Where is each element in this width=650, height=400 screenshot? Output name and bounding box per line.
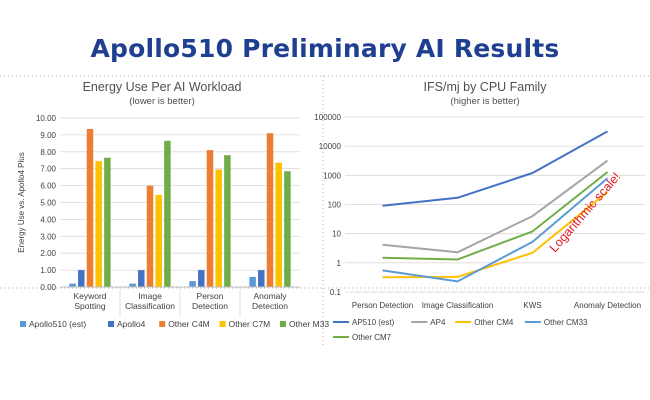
bar-x-tick-label: Classification: [125, 301, 175, 311]
bar-legend-swatch: [159, 321, 166, 327]
line-y-tick-label: 1000: [323, 171, 341, 180]
bar: [215, 169, 222, 287]
line-x-tick-label: Person Detection: [352, 301, 413, 310]
line-legend-label: Other CM7: [352, 333, 392, 342]
energy-bar-chart: Energy Use Per AI Workload (lower is bett…: [17, 80, 329, 329]
line-x-tick-label: KWS: [523, 301, 541, 310]
line-series: [382, 159, 609, 254]
bar: [266, 133, 274, 287]
line-y-tick-label: 100: [328, 201, 342, 210]
bar-y-tick-label: 4.00: [40, 215, 56, 224]
bar: [189, 281, 196, 287]
bar-y-tick-label: 5.00: [40, 199, 56, 208]
bar: [249, 276, 256, 287]
bar: [104, 157, 111, 287]
bar-y-axis-label: Energy Use vs. Apollo4 Plus: [17, 152, 26, 253]
bar: [95, 161, 102, 287]
bar-y-tick-label: 1.00: [40, 266, 56, 275]
bar: [198, 270, 205, 287]
line-legend-label: AP4: [430, 318, 446, 327]
bar-x-tick-label: Keyword: [73, 291, 106, 301]
line-y-tick-label: 10000: [319, 142, 342, 151]
bar: [69, 283, 76, 287]
bar-legend-label: Other C7M: [229, 319, 271, 329]
line-series: [382, 177, 609, 283]
bar-x-tick-label: Image: [138, 291, 162, 301]
line-legend-label: Other CM33: [544, 318, 588, 327]
bar: [86, 128, 94, 287]
line-y-tick-label: 1: [337, 259, 342, 268]
bar: [258, 270, 265, 287]
bar-legend-label: Other C4M: [168, 319, 210, 329]
line-y-tick-label: 100000: [314, 113, 341, 122]
bar-y-tick-label: 0.00: [40, 283, 56, 292]
bar: [155, 194, 162, 287]
bar: [129, 283, 136, 287]
line-chart-subtitle: (higher is better): [450, 96, 519, 107]
log-scale-annotation: Logarithmic scale!: [547, 170, 624, 255]
bar-y-tick-label: 8.00: [40, 148, 56, 157]
line-series: [382, 191, 609, 279]
bar: [275, 162, 282, 287]
line-series: [382, 171, 609, 261]
bar: [206, 150, 214, 287]
bar-x-tick-label: Detection: [252, 301, 288, 311]
bar-y-tick-label: 6.00: [40, 182, 56, 191]
bar-y-tick-label: 9.00: [40, 131, 56, 140]
line-series: [382, 130, 608, 207]
bar: [138, 270, 145, 287]
bar-legend-label: Apollo4: [117, 319, 146, 329]
bar-chart-title: Energy Use Per AI Workload: [83, 80, 242, 94]
bar-x-tick-label: Person: [197, 291, 224, 301]
bar: [224, 155, 231, 287]
bar-legend-swatch: [108, 321, 114, 327]
bar-x-tick-label: Detection: [192, 301, 228, 311]
line-legend-label: AP510 (est): [352, 318, 395, 327]
bar-legend-swatch: [219, 321, 226, 327]
line-y-tick-label: 0.1: [330, 288, 342, 297]
bar: [78, 270, 85, 287]
line-x-tick-label: Anomaly Detection: [574, 301, 641, 310]
slide-title: Apollo510 Preliminary AI Results: [90, 34, 560, 63]
bar-legend-swatch: [280, 321, 286, 327]
bar-y-tick-label: 7.00: [40, 165, 56, 174]
bar-legend-label: Apollo510 (est): [29, 319, 86, 329]
bar: [164, 140, 171, 287]
bar-y-tick-label: 10.00: [36, 114, 57, 123]
line-y-tick-label: 10: [332, 230, 341, 239]
bar: [284, 171, 291, 287]
line-legend-label: Other CM4: [474, 318, 514, 327]
bar: [146, 185, 154, 287]
bar-legend-label: Other M33: [289, 319, 329, 329]
bar-chart-subtitle: (lower is better): [129, 96, 194, 107]
line-chart-title: IFS/mj by CPU Family: [424, 80, 548, 94]
bar-x-tick-label: Spotting: [74, 301, 105, 311]
line-x-tick-label: Image Classification: [422, 301, 494, 310]
bar-legend-swatch: [20, 321, 26, 327]
bar-x-tick-label: Anomaly: [253, 291, 287, 301]
bar-y-tick-label: 3.00: [40, 232, 56, 241]
bar-y-tick-label: 2.00: [40, 249, 56, 258]
ifs-line-chart: IFS/mj by CPU Family (higher is better) 0.…: [314, 80, 645, 342]
